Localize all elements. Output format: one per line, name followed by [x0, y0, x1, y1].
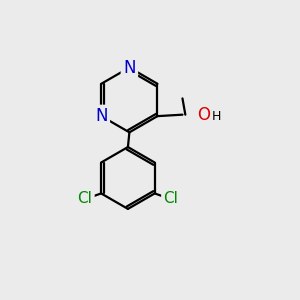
Text: Cl: Cl	[77, 191, 92, 206]
Text: H: H	[212, 110, 222, 123]
Text: N: N	[123, 58, 136, 76]
Text: O: O	[197, 106, 211, 124]
Text: N: N	[95, 107, 108, 125]
Text: Cl: Cl	[164, 191, 178, 206]
